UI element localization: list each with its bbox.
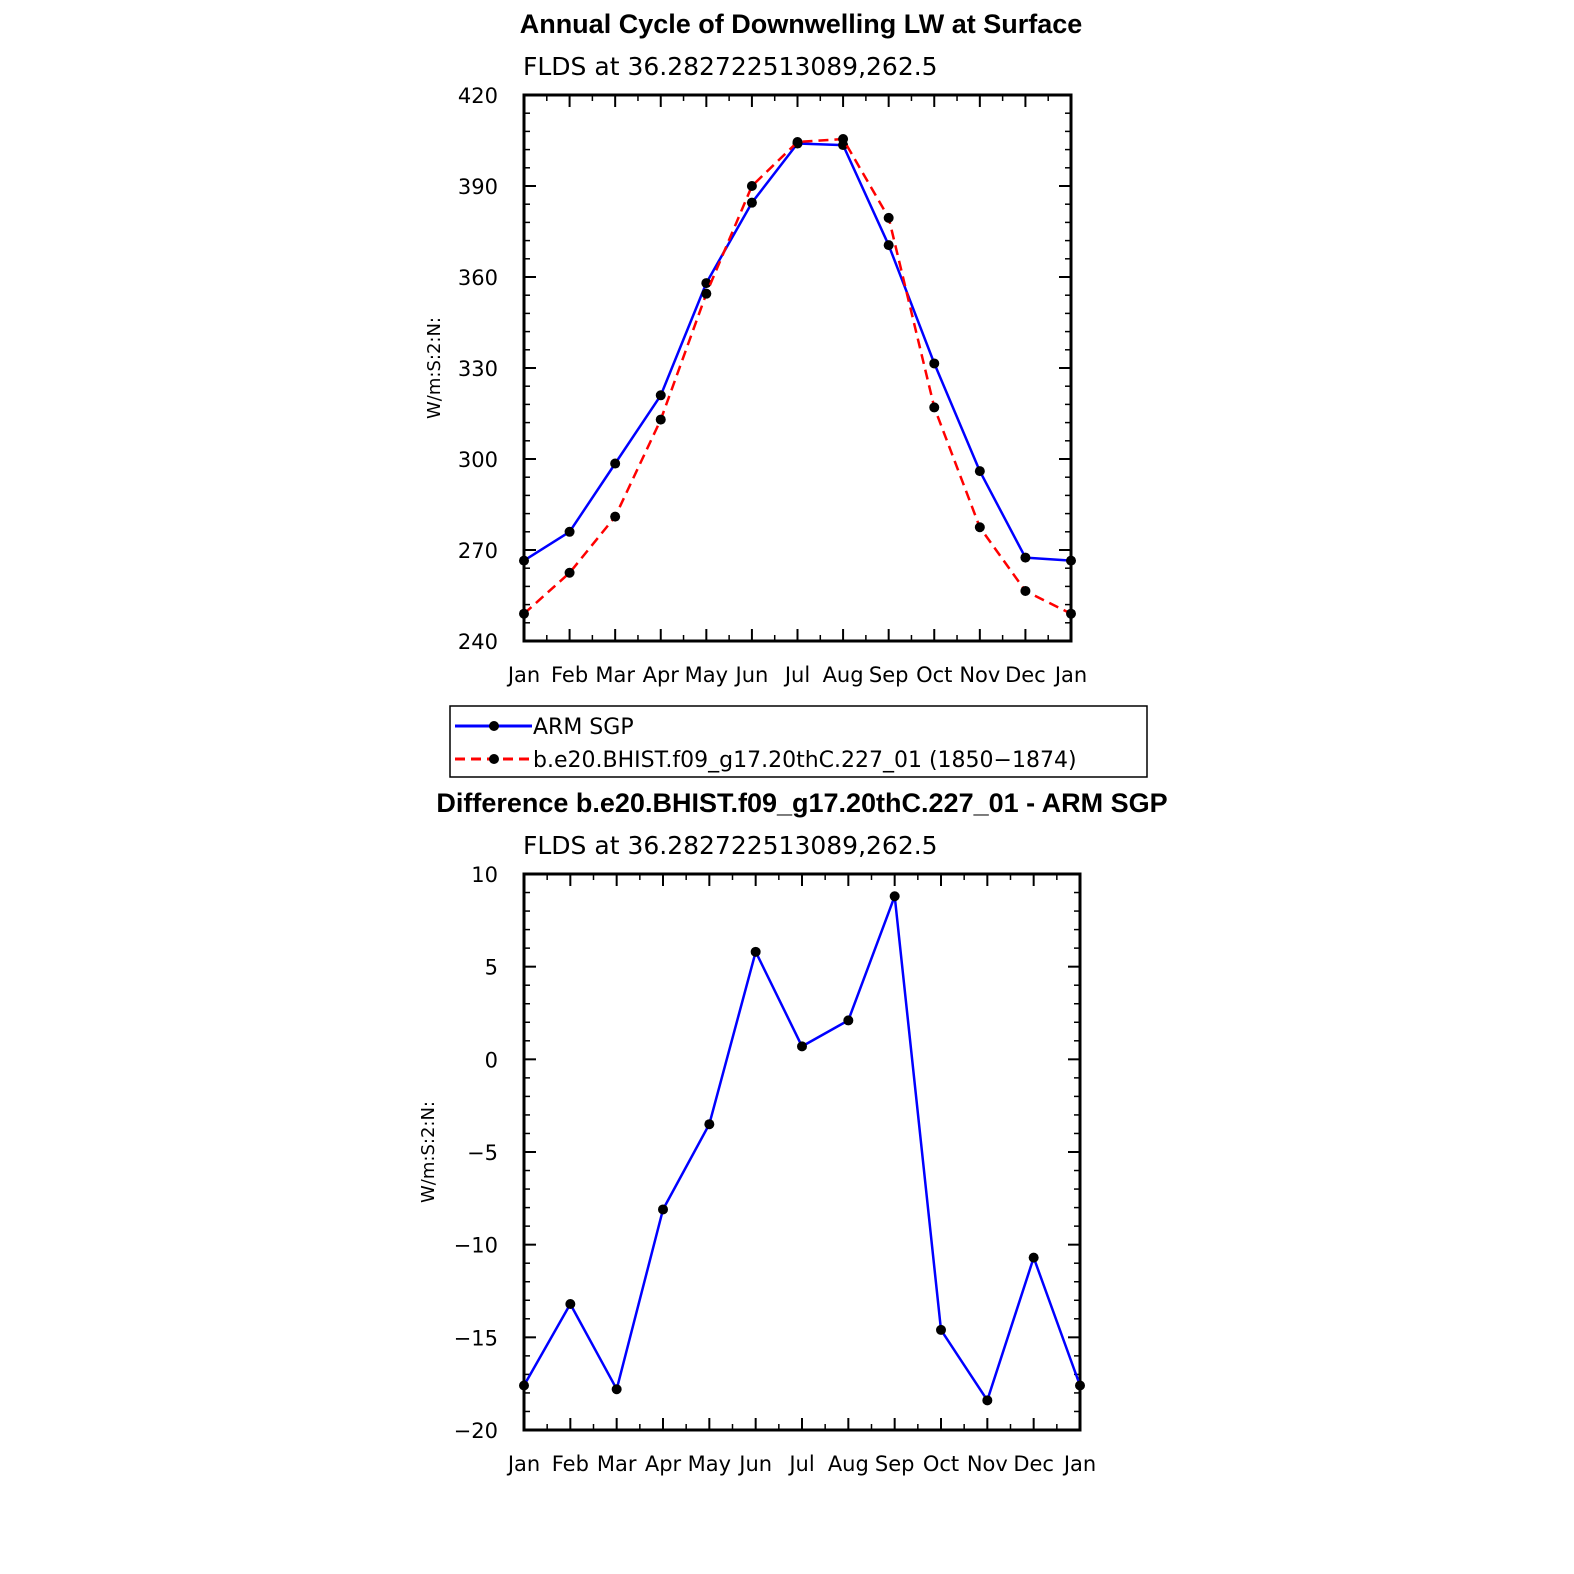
difference-title: Difference b.e20.BHIST.f09_g17.20thC.227… [436,788,1167,818]
legend-label-obs: ARM SGP [533,715,634,740]
annual-cycle-x-tick-label: Oct [916,663,952,687]
difference-data-point [843,1015,854,1026]
difference-x-tick-label: Jan [1062,1452,1096,1476]
annual-cycle-subtitle: FLDS at 36.282722513089,262.5 [523,52,938,81]
difference-data-point [1028,1252,1039,1263]
difference-data-point [936,1324,946,1335]
annual-cycle-plot-frame [522,93,1073,643]
obs-data-point [610,458,621,469]
obs-data-point [746,197,757,208]
model-data-point [746,181,757,191]
obs-data-point [519,555,529,566]
annual-cycle-y-axis-label: W/m:S:2:N: [424,317,445,419]
model-data-point [564,567,575,578]
model-data-point [701,288,712,299]
difference-panel: Difference b.e20.BHIST.f09_g17.20thC.227… [418,788,1168,1476]
difference-x-tick-label: Jan [506,1452,540,1476]
obs-data-point [929,358,940,369]
difference-data-point [982,1395,993,1406]
difference-y-tick-label: −15 [454,1326,498,1350]
obs-data-point [564,526,575,537]
annual-cycle-x-tick-label: Jan [1053,663,1087,687]
annual-cycle-title: Annual Cycle of Downwelling LW at Surfac… [520,9,1083,39]
difference-y-tick-label: 0 [485,1048,498,1072]
difference-data-point [704,1119,715,1130]
annual-cycle-y-tick-label: 360 [458,266,498,290]
difference-x-tick-label: Aug [828,1452,869,1476]
legend-box [449,705,1148,778]
difference-y-tick-label: −10 [454,1234,498,1258]
difference-data-point [565,1298,576,1309]
difference-y-tick-label: 10 [471,863,498,887]
difference-data-point [658,1204,668,1215]
annual-cycle-y-tick-label: 300 [458,448,498,472]
difference-y-axis-label: W/m:S:2:N: [418,1101,439,1203]
difference-data-point [889,891,900,902]
model-data-point [883,212,894,223]
model-data-point [792,137,803,148]
model-data-point [974,522,985,533]
difference-data-point [1075,1380,1085,1391]
annual-cycle-x-tick-label: Mar [595,663,635,687]
annual-cycle-y-tick-label: 240 [458,630,498,654]
model-data-point [655,414,666,425]
annual-cycle-panel: Annual Cycle of Downwelling LW at Surfac… [424,9,1087,687]
annual-cycle-y-tick-label: 420 [458,84,498,108]
annual-cycle-x-tick-label: Jan [506,663,540,687]
legend-model-marker [489,754,499,764]
annual-cycle-x-tick-label: Feb [551,663,588,687]
difference-x-tick-label: Sep [875,1452,915,1476]
difference-y-tick-label: 5 [485,956,498,980]
annual-cycle-x-tick-label: Apr [643,663,680,687]
obs-data-point [701,278,712,289]
annual-cycle-x-tick-label: Jul [783,663,810,687]
model-data-point [838,133,849,144]
difference-x-tick-label: May [688,1452,731,1476]
difference-x-tick-label: Apr [645,1452,682,1476]
obs-data-point [1066,555,1076,566]
difference-series-line [522,894,1082,1402]
difference-y-tick-label: −5 [467,1141,498,1165]
model-series-line [523,137,1072,615]
difference-y-tick-label: −20 [454,1419,498,1443]
difference-plot-frame [522,872,1082,1432]
obs-data-point [974,466,985,477]
difference-data-point [519,1380,529,1391]
difference-data-point [797,1041,807,1052]
difference-x-tick-label: Jul [787,1452,814,1476]
legend-label-model: b.e20.BHIST.f09_g17.20thC.227_01 (1850−1… [533,748,1077,773]
annual-cycle-x-tick-label: Sep [869,663,909,687]
difference-x-tick-label: Jun [737,1452,772,1476]
obs-data-point [883,240,894,251]
annual-cycle-x-tick-label: Nov [959,663,1000,687]
model-data-point [519,608,529,619]
obs-series-line [523,142,1072,562]
difference-x-tick-label: Oct [923,1452,959,1476]
legend: ARM SGP b.e20.BHIST.f09_g17.20thC.227_01… [449,705,1148,778]
annual-cycle-x-tick-label: Aug [823,663,864,687]
difference-x-tick-label: Mar [597,1452,637,1476]
annual-cycle-y-tick-label: 270 [458,539,498,563]
model-data-point [929,402,940,413]
difference-x-tick-label: Feb [552,1452,589,1476]
obs-data-point [655,390,666,401]
difference-data-point [611,1384,622,1395]
model-data-point [1066,608,1076,619]
annual-cycle-y-tick-label: 390 [458,175,498,199]
model-data-point [1020,585,1031,596]
legend-obs-marker [489,721,499,731]
annual-cycle-y-tick-label: 330 [458,357,498,381]
difference-data-point [750,946,761,957]
difference-subtitle: FLDS at 36.282722513089,262.5 [523,831,938,860]
difference-x-tick-label: Nov [967,1452,1008,1476]
model-data-point [610,511,621,522]
difference-x-tick-label: Dec [1013,1452,1054,1476]
obs-data-point [1020,552,1031,563]
annual-cycle-x-tick-label: Dec [1005,663,1046,687]
annual-cycle-x-tick-label: Jun [734,663,769,687]
annual-cycle-x-tick-label: May [685,663,728,687]
